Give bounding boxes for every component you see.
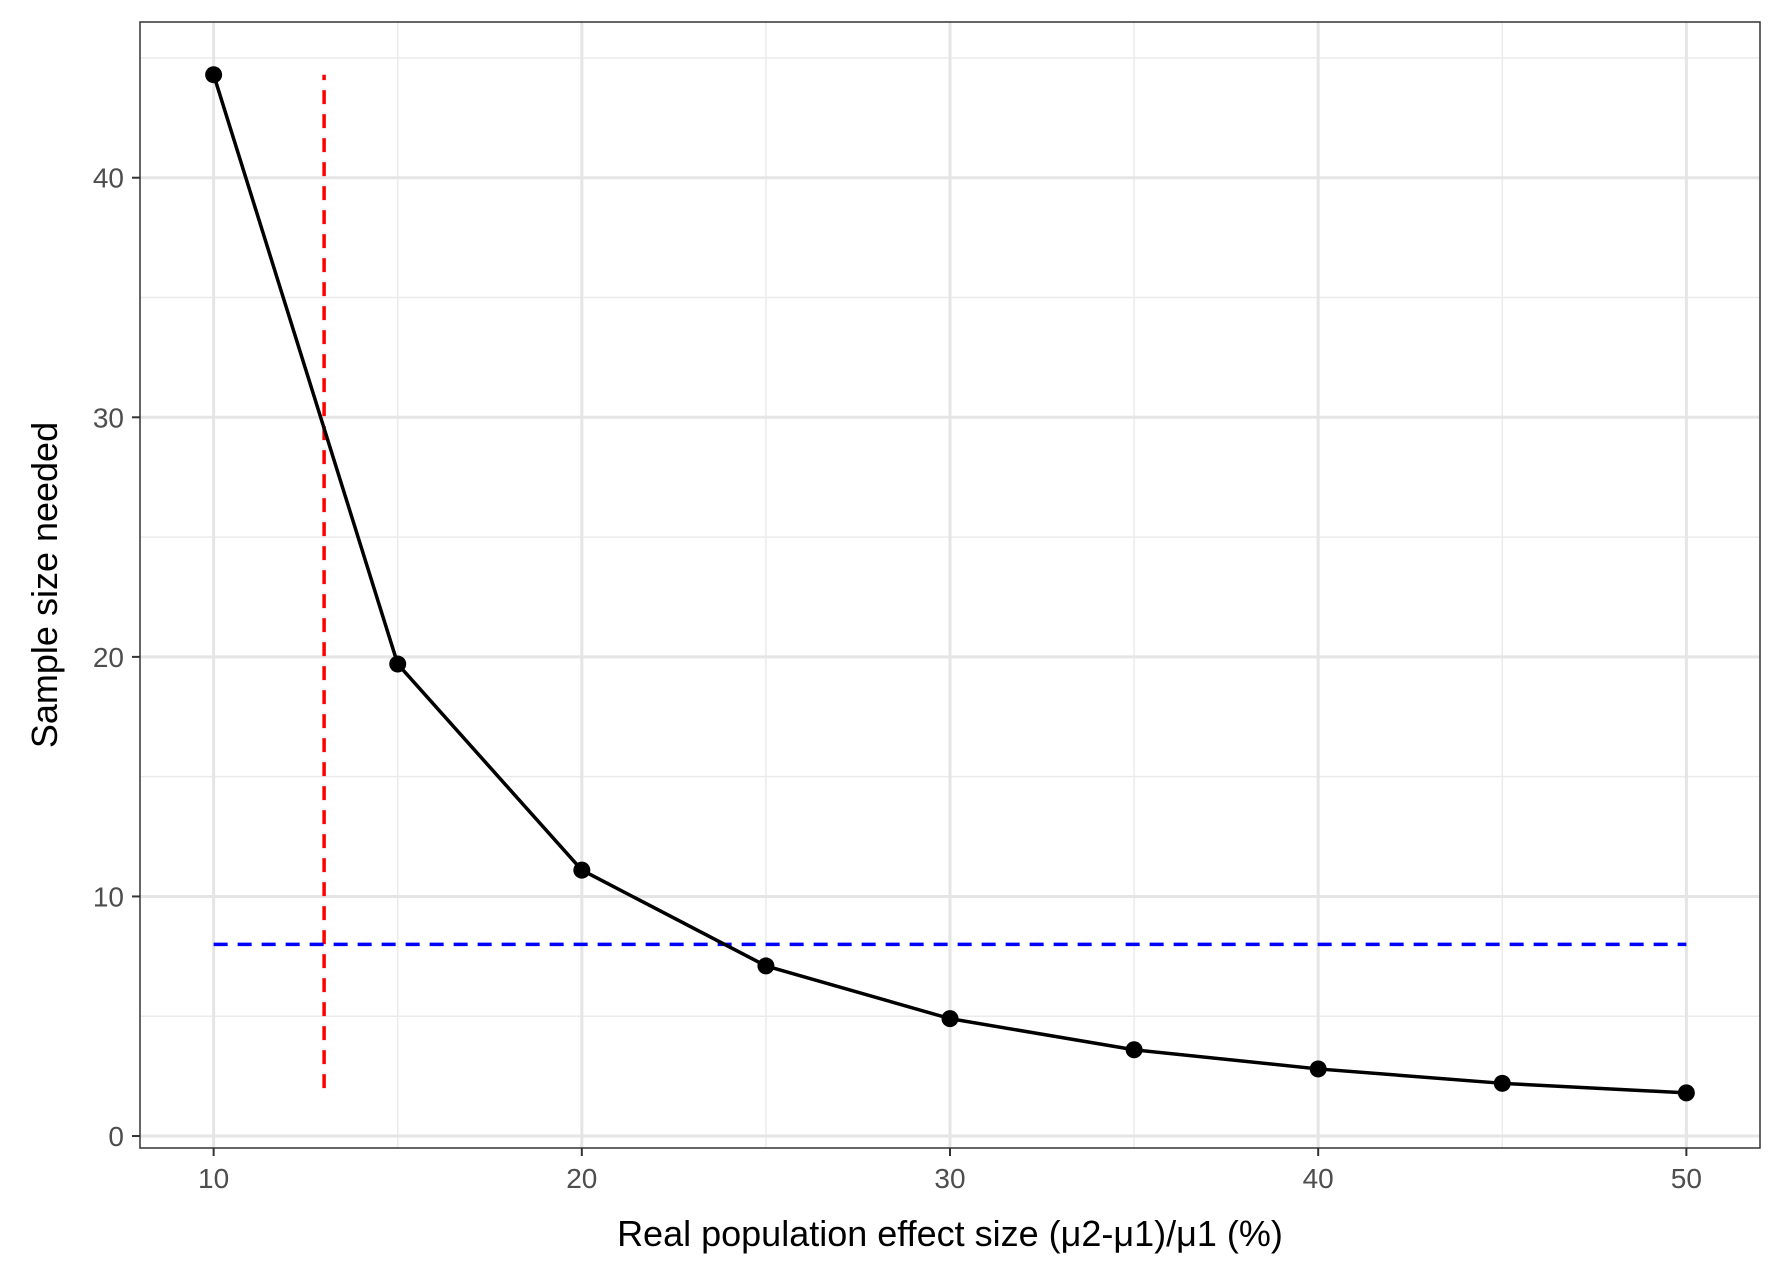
x-axis-ticks: 10 20 30 40 50 — [198, 1148, 1702, 1194]
y-tick-label: 10 — [93, 881, 124, 912]
data-point — [757, 957, 775, 975]
y-tick-label: 30 — [93, 402, 124, 433]
x-tick-label: 50 — [1671, 1163, 1702, 1194]
data-series — [205, 66, 1695, 1102]
reference-lines — [213, 74, 1687, 1089]
x-tick-label: 20 — [566, 1163, 597, 1194]
y-tick-label: 40 — [93, 163, 124, 194]
y-axis-title: Sample size needed — [24, 422, 65, 748]
data-point — [1309, 1060, 1327, 1078]
data-point — [389, 655, 407, 673]
y-tick-label: 20 — [93, 642, 124, 673]
data-point — [205, 66, 223, 84]
y-axis-ticks: 0 10 20 30 40 — [93, 163, 140, 1152]
data-point — [1493, 1074, 1511, 1092]
y-tick-label: 0 — [108, 1121, 124, 1152]
x-tick-label: 30 — [934, 1163, 965, 1194]
x-axis-title: Real population effect size (μ2-μ1)/μ1 (… — [617, 1213, 1283, 1254]
data-point — [941, 1010, 959, 1028]
data-point — [1125, 1041, 1143, 1059]
x-tick-label: 40 — [1303, 1163, 1334, 1194]
data-point — [1677, 1084, 1695, 1102]
major-gridlines — [140, 22, 1760, 1148]
data-point — [573, 861, 591, 879]
x-tick-label: 10 — [198, 1163, 229, 1194]
